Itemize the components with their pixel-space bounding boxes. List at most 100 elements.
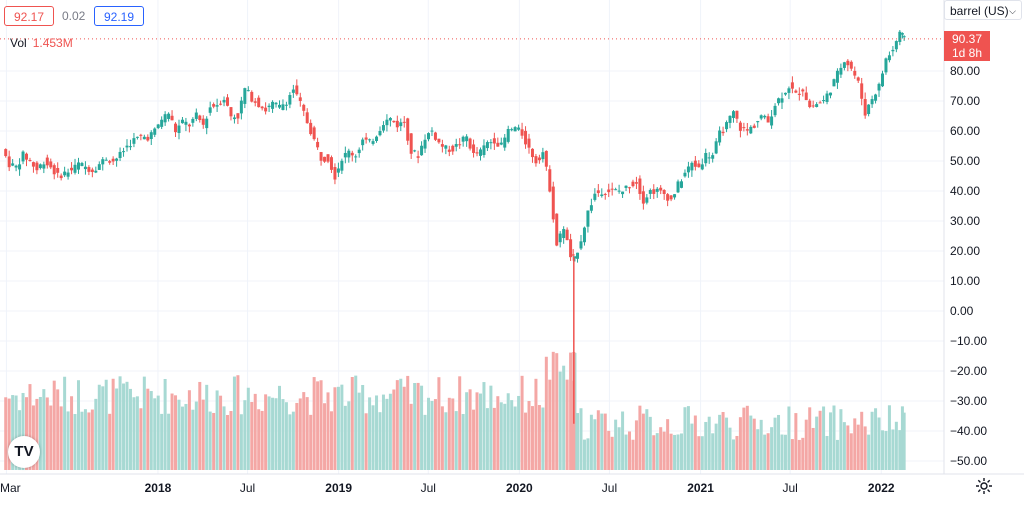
volume-bar [76,380,80,470]
candle-body [201,118,205,125]
candle-body [232,117,236,120]
candle-body [7,156,11,168]
volume-bar [738,417,742,470]
candle-body [631,181,635,187]
volume-bar [586,438,590,470]
volume-bar [610,436,614,470]
candle-body [28,160,32,162]
candle-body [375,136,379,142]
candle-body [666,194,670,201]
candle-body [295,85,299,95]
candle-body [63,171,67,176]
volume-bar [544,356,548,470]
candle-body [679,181,683,188]
volume-bar [392,389,396,470]
volume-bar [63,376,67,470]
candle-body [454,144,458,147]
candle-body [163,114,167,123]
volume-bar [617,427,621,470]
volume-bar [808,407,812,470]
volume-bar [257,409,261,470]
volume-bar [589,414,593,470]
candle-body [517,127,521,130]
candles [4,30,906,424]
volume-bar [880,430,884,470]
volume-bar [513,406,517,470]
candle-body [867,104,871,115]
candle-body [167,113,171,119]
volume-bar [385,398,389,470]
candle-body [312,127,316,140]
volume-bar [818,410,822,470]
candle-body [686,166,690,173]
volume-bar [569,352,573,470]
volume-bar [898,430,902,470]
candle-body [271,101,275,109]
candle-body [853,70,857,76]
candle-body [149,132,153,140]
volume-bar [465,392,469,470]
volume-bar [302,392,306,470]
volume-bar [14,395,18,470]
x-tick-label: 2022 [868,481,895,495]
volume-bar [368,397,372,470]
volume-bar [756,429,760,470]
x-tick-label: Mar [0,481,21,495]
candle-body [887,55,891,61]
volume-bar [673,434,677,470]
volume-bar [146,388,150,470]
volume-bar [725,417,729,470]
ask-price-button[interactable]: 92.19 [94,6,144,26]
candle-body [402,121,406,123]
candle-body [607,189,611,193]
volume-bar [267,396,271,470]
candle-body [229,107,233,117]
volume-bar [811,427,815,470]
candle-body [621,191,625,195]
candle-body [537,157,541,161]
unit-select[interactable]: barrel (US) ⌵ [944,0,1022,20]
volume-bar [711,433,715,470]
candle-body [669,195,673,200]
y-tick-label: −50.00 [950,454,987,468]
candle-body [125,145,129,148]
volume-bar [416,382,420,470]
candle-body [794,90,798,93]
volume-bar [104,379,108,470]
candle-body [468,138,472,149]
volume-bar [226,414,230,470]
price-axis[interactable]: 80.00 70.00 60.00 50.00 40.00 30.00 20.00 10.00… [950,64,987,468]
gear-icon[interactable] [974,476,994,496]
volume-bar [822,406,826,470]
candle-body [527,138,531,148]
volume-bar [191,409,195,470]
candle-body [423,139,427,149]
candle-body [745,129,749,131]
candle-body [56,167,60,173]
candle-body [725,122,729,130]
volume-bar [45,397,49,470]
candle-body [524,130,528,145]
volume-bar [7,398,11,470]
volume-bar [288,414,292,470]
candle-body [42,164,46,169]
volume-bar [4,397,8,470]
candle-body [628,187,632,189]
candle-body [711,155,715,159]
volume-bar [167,413,171,470]
bid-price-button[interactable]: 92.17 [4,6,54,26]
candle-body [444,145,448,149]
candle-body [829,92,833,96]
volume-bar [56,389,60,470]
candle-body [579,241,583,249]
candle-body [763,115,767,118]
candle-body [38,164,42,169]
candle-body [433,132,437,140]
candle-body [752,125,756,128]
tradingview-logo-icon[interactable]: TV [8,436,40,468]
x-tick-label: 2021 [687,481,714,495]
time-axis[interactable]: Mar 2018 Jul 2019 Jul 2020 Jul 2021 Jul 2022 [0,481,895,495]
volume-bar [884,431,888,470]
